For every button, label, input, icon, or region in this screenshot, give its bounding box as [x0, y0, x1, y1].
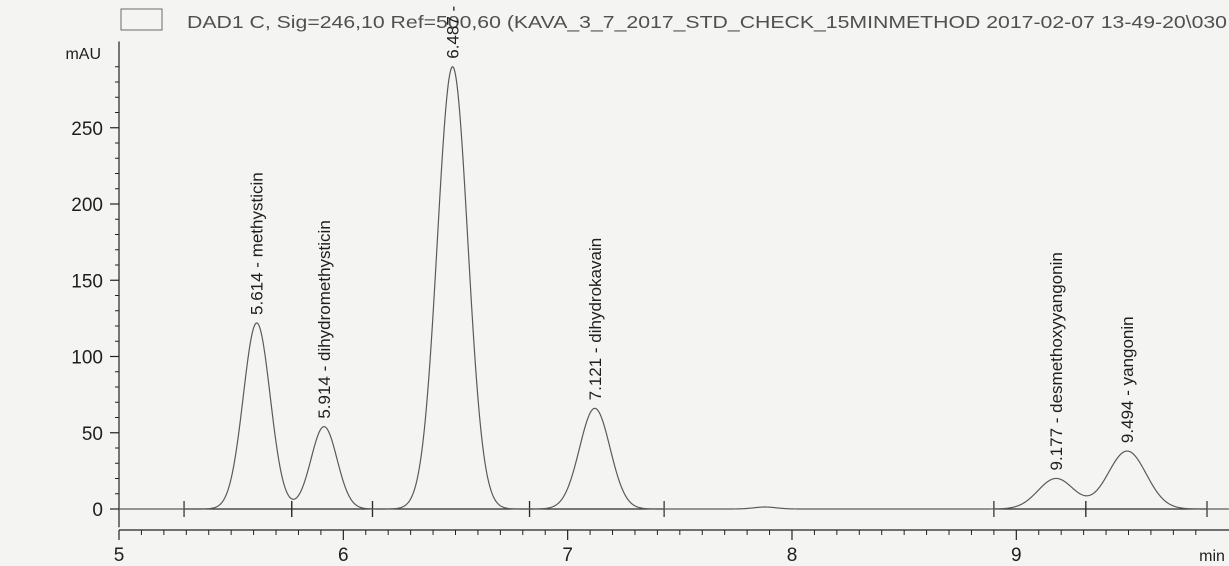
y-tick-label: 0	[92, 500, 103, 521]
y-tick-label: 200	[71, 195, 103, 216]
x-tick-label: 7	[562, 545, 573, 566]
y-tick-label: 100	[71, 348, 103, 369]
y-tick-label: 250	[71, 119, 103, 140]
y-axis-unit: mAU	[65, 46, 101, 63]
peak-labels: 5.614 - methysticin 5.914 - dihydromethys…	[248, 0, 1137, 471]
x-tick-label: 8	[787, 545, 798, 566]
peak-label: 5.914 - dihydromethysticin	[315, 220, 334, 418]
x-tick-label: 9	[1011, 545, 1022, 566]
peak-label: 6.487 - kavain	[444, 0, 463, 59]
x-tick-label: 6	[338, 545, 349, 566]
x-axis-unit: min	[1199, 548, 1225, 565]
peak-label: 7.121 - dihydrokavain	[586, 238, 605, 401]
peak-label: 5.614 - methysticin	[248, 172, 267, 315]
legend: DAD1 C, Sig=246,10 Ref=500,60 (KAVA_3_7_…	[120, 8, 1227, 33]
peak-label: 9.177 - desmethoxyyangonin	[1047, 252, 1066, 470]
signal-trace	[119, 66, 1229, 510]
axes: 0 50 100 150 200 250 mAU 5 6 7 8 9 min	[65, 41, 1229, 566]
peak-label: 9.494 - yangonin	[1118, 316, 1137, 443]
chart-title: DAD1 C, Sig=246,10 Ref=500,60 (KAVA_3_7_…	[187, 12, 1227, 33]
y-tick-label: 150	[71, 271, 103, 292]
y-tick-label: 50	[82, 424, 103, 445]
trace-layer	[119, 66, 1229, 510]
legend-swatch	[120, 8, 163, 31]
x-tick-label: 5	[114, 545, 125, 566]
